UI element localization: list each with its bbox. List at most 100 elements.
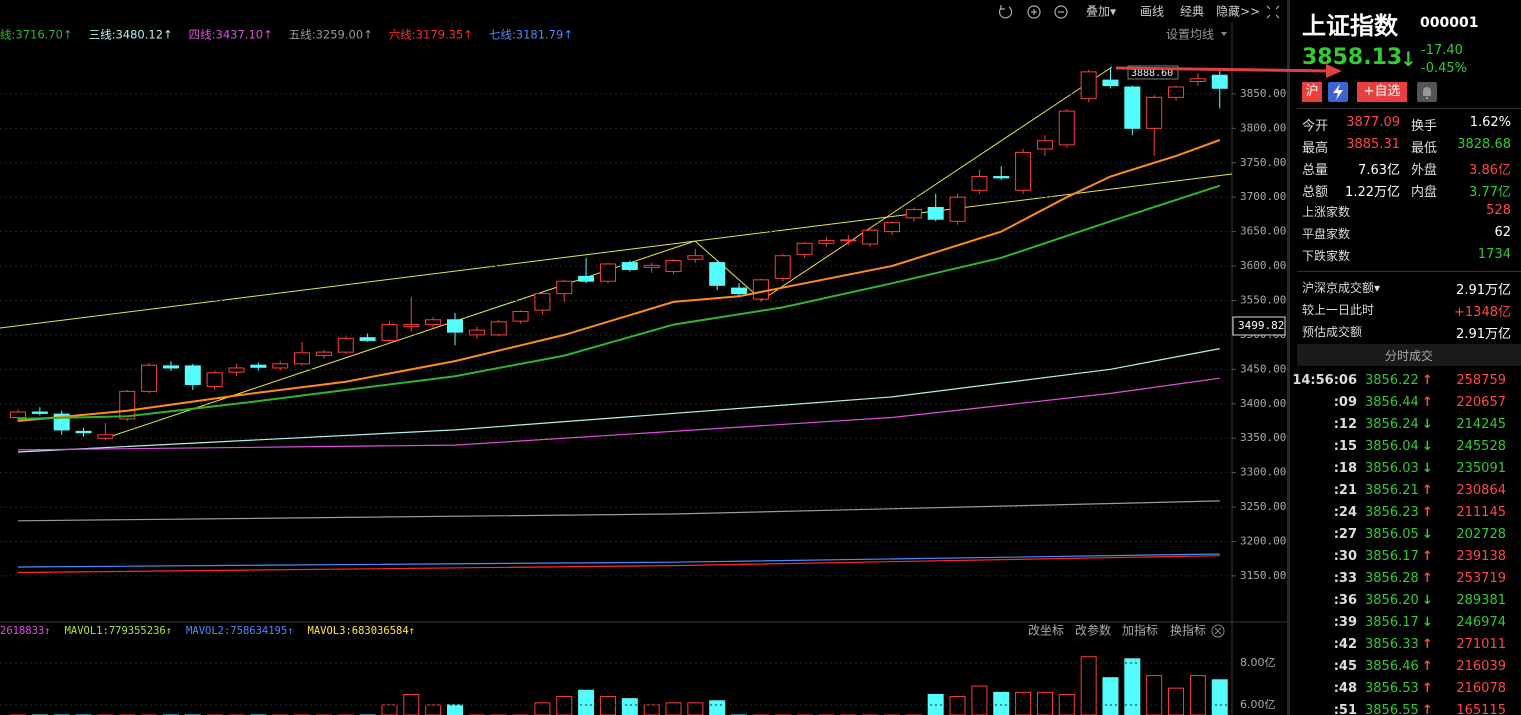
trade-dir: ↑ <box>1422 637 1433 652</box>
cursor-label: 3499.82 <box>1238 319 1284 332</box>
y-tick-label: 3300.00 <box>1240 466 1286 479</box>
volume-bar <box>1146 675 1163 715</box>
stat-value: 3877.09 <box>1346 115 1400 130</box>
candle-body <box>621 262 638 270</box>
candle-body <box>381 324 398 341</box>
candle-body <box>490 321 507 336</box>
volume-bar <box>709 700 726 715</box>
trade-volume: 202728 <box>1456 527 1506 542</box>
trade-time: :45 <box>1333 659 1357 674</box>
candle-body <box>250 364 267 368</box>
candle-body <box>1080 71 1097 100</box>
high-label: 3888.60 <box>1131 68 1173 79</box>
indicator-button[interactable]: 改参数 <box>1075 623 1111 638</box>
stat-label: 内盘 <box>1411 185 1438 200</box>
zoom-in-icon[interactable] <box>1027 5 1041 19</box>
ma-legend: 七线:3181.79↑ <box>489 28 573 42</box>
indicator-button[interactable]: 改坐标 <box>1028 624 1064 638</box>
candle-body <box>1168 86 1185 98</box>
trade-time: :36 <box>1333 593 1357 608</box>
trade-volume: 271011 <box>1456 637 1506 652</box>
toolbar-item[interactable]: 叠加▾ <box>1086 5 1116 19</box>
volume-bar <box>1080 656 1097 715</box>
trade-price: 3856.04 <box>1365 439 1419 454</box>
trade-time: :18 <box>1333 461 1357 476</box>
trade-dir: ↑ <box>1422 659 1433 674</box>
y-tick-label: 3550.00 <box>1240 293 1286 306</box>
trade-volume: 211145 <box>1456 505 1506 520</box>
ma-line <box>17 377 1220 451</box>
y-tick-label: 3250.00 <box>1240 500 1286 513</box>
candle-body <box>403 324 420 328</box>
toolbar-icons[interactable] <box>998 5 1280 19</box>
ma-line <box>17 348 1220 453</box>
volume-bar <box>1211 679 1228 715</box>
flash-icon[interactable] <box>1328 82 1348 102</box>
chart: 叠加▾ 画线 经典 隐藏>>设置均线 3150.00 3200.00 3250.00 3300… <box>0 0 1290 715</box>
change-pct: -0.45% <box>1421 61 1467 76</box>
volume-bar <box>1015 691 1032 715</box>
section-title: 分时成交 <box>1384 349 1433 363</box>
y-tick-label: 3600.00 <box>1240 259 1286 272</box>
candle-body <box>752 279 769 300</box>
trade-dir: ↓ <box>1422 615 1433 630</box>
y-tick-label: 3350.00 <box>1240 431 1286 444</box>
divider <box>1297 108 1521 109</box>
candle-body <box>1189 78 1206 82</box>
trade-dir: ↑ <box>1422 549 1433 564</box>
trade-dir: ↑ <box>1422 483 1433 498</box>
badge[interactable]: +自选 <box>1357 82 1407 102</box>
stat-value: 1.22万亿 <box>1345 185 1400 200</box>
candle-body <box>272 363 289 369</box>
trade-dir: ↓ <box>1422 461 1433 476</box>
close-indicator-icon[interactable] <box>1211 624 1225 638</box>
indicator-button[interactable]: 换指标 <box>1170 623 1206 638</box>
trade-dir: ↓ <box>1422 593 1433 608</box>
volume-bar <box>665 702 682 715</box>
turnover-label: 沪深京成交额▾ <box>1302 281 1381 295</box>
candle-body <box>927 207 944 220</box>
trade-volume: 230864 <box>1456 483 1506 498</box>
trade-time: :15 <box>1333 439 1357 454</box>
vol-legend: 2618833↑ <box>0 625 51 637</box>
alert-icon[interactable] <box>1417 82 1437 102</box>
trade-price: 3856.03 <box>1365 461 1419 476</box>
trend-line <box>105 240 696 439</box>
candle-body <box>1211 74 1228 89</box>
indicator-button[interactable]: 加指标 <box>1122 623 1158 638</box>
trade-time: 14:56:06 <box>1292 373 1357 388</box>
stat-value: 1.62% <box>1469 115 1511 130</box>
stat-label: 换手 <box>1411 119 1438 134</box>
candle-body <box>1124 86 1141 129</box>
candle-body <box>425 319 442 326</box>
candle-body <box>556 280 573 295</box>
undo-icon[interactable] <box>998 5 1013 19</box>
candle-body <box>643 264 660 268</box>
toolbar-item[interactable]: 隐藏>> <box>1216 5 1260 19</box>
trade-dir: ↑ <box>1422 571 1433 586</box>
zoom-out-icon[interactable] <box>1054 5 1068 19</box>
candle-body <box>774 255 791 279</box>
stat-value: 3.86亿 <box>1469 163 1511 178</box>
trade-time: :39 <box>1333 615 1357 630</box>
candle-body <box>534 293 551 311</box>
settings-caret <box>1221 32 1227 36</box>
trade-price: 3856.21 <box>1365 483 1419 498</box>
breadth-label: 下跌家数 <box>1302 249 1351 263</box>
volume-bar <box>381 704 398 715</box>
trade-dir: ↓ <box>1422 439 1433 454</box>
trade-price: 3856.55 <box>1365 703 1419 715</box>
trade-volume: 165115 <box>1456 703 1506 715</box>
trade-price: 3856.33 <box>1365 637 1419 652</box>
change: -17.40 <box>1421 43 1463 58</box>
toolbar-item[interactable]: 画线 <box>1140 5 1164 19</box>
volume-bar <box>949 696 966 715</box>
toolbar-item[interactable]: 经典 <box>1180 5 1204 19</box>
ma-settings[interactable]: 设置均线 <box>1166 28 1214 42</box>
candle-body <box>31 411 48 414</box>
fullscreen-icon[interactable] <box>1266 5 1280 19</box>
stat-label: 最高 <box>1302 141 1329 156</box>
trade-volume: 246974 <box>1456 615 1506 630</box>
badge[interactable]: 沪 <box>1302 82 1322 102</box>
breadth-value: 528 <box>1486 203 1511 218</box>
